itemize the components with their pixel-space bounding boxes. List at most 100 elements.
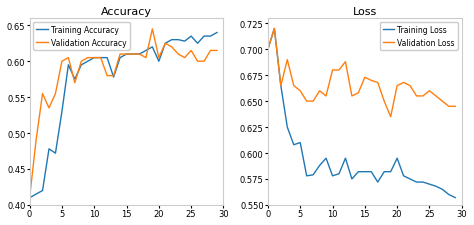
Training Loss <box>330 175 336 177</box>
Training Accuracy <box>182 40 188 43</box>
Validation Loss <box>453 106 458 108</box>
Training Accuracy <box>169 39 174 42</box>
Training Loss <box>375 181 381 184</box>
Validation Accuracy <box>91 57 97 60</box>
Training Loss <box>343 157 348 160</box>
Legend: Training Accuracy, Validation Accuracy: Training Accuracy, Validation Accuracy <box>34 23 130 51</box>
Training Loss <box>284 126 290 129</box>
Training Accuracy <box>175 39 181 42</box>
Training Loss <box>420 181 426 184</box>
Training Loss <box>439 188 445 191</box>
Validation Accuracy <box>214 50 220 53</box>
Validation Loss <box>420 95 426 98</box>
Validation Loss <box>284 59 290 62</box>
Training Loss <box>368 171 374 173</box>
Validation Loss <box>414 95 419 98</box>
Validation Accuracy <box>201 61 207 63</box>
Validation Accuracy <box>163 43 168 45</box>
Training Accuracy <box>195 43 201 45</box>
Training Loss <box>356 171 361 173</box>
Validation Loss <box>336 69 342 72</box>
Training Loss <box>427 183 432 186</box>
Validation Accuracy <box>130 53 136 56</box>
Training Accuracy <box>65 64 71 67</box>
Training Loss <box>310 174 316 176</box>
Line: Training Loss: Training Loss <box>268 29 456 198</box>
Validation Loss <box>304 100 310 103</box>
Validation Loss <box>401 82 406 84</box>
Training Loss <box>394 157 400 160</box>
Training Loss <box>265 49 271 51</box>
Training Accuracy <box>111 76 117 79</box>
Training Loss <box>291 144 297 146</box>
Training Accuracy <box>188 36 194 38</box>
Training Loss <box>388 171 393 173</box>
Training Accuracy <box>201 36 207 38</box>
Validation Loss <box>272 28 277 31</box>
Validation Accuracy <box>85 57 91 60</box>
Training Loss <box>446 193 452 196</box>
Validation Accuracy <box>98 57 103 60</box>
Training Loss <box>336 173 342 175</box>
Line: Validation Accuracy: Validation Accuracy <box>29 30 217 198</box>
Line: Training Accuracy: Training Accuracy <box>29 33 217 198</box>
Validation Loss <box>446 106 452 108</box>
Training Accuracy <box>33 193 39 196</box>
Validation Loss <box>407 85 413 88</box>
Validation Accuracy <box>188 50 194 53</box>
Title: Loss: Loss <box>353 7 377 17</box>
Training Loss <box>382 171 387 173</box>
Validation Accuracy <box>124 53 129 56</box>
Training Loss <box>297 142 303 144</box>
Validation Accuracy <box>53 93 58 95</box>
Validation Loss <box>382 100 387 103</box>
Training Accuracy <box>117 57 123 60</box>
Training Loss <box>304 175 310 177</box>
Training Loss <box>272 28 277 31</box>
Training Accuracy <box>163 43 168 45</box>
Training Loss <box>349 178 355 180</box>
Training Accuracy <box>156 61 162 63</box>
Validation Loss <box>356 92 361 95</box>
Validation Accuracy <box>79 61 84 63</box>
Validation Accuracy <box>156 57 162 60</box>
Training Loss <box>433 185 439 188</box>
Validation Loss <box>433 95 439 98</box>
Training Accuracy <box>208 36 213 38</box>
Validation Accuracy <box>40 93 46 95</box>
Training Accuracy <box>72 79 78 81</box>
Validation Accuracy <box>137 53 142 56</box>
Training Accuracy <box>53 152 58 155</box>
Validation Loss <box>427 90 432 93</box>
Validation Loss <box>388 116 393 119</box>
Training Accuracy <box>130 53 136 56</box>
Validation Loss <box>310 100 316 103</box>
Training Accuracy <box>40 189 46 192</box>
Validation Accuracy <box>149 28 155 31</box>
Validation Loss <box>362 76 368 79</box>
Training Loss <box>407 178 413 180</box>
Training Accuracy <box>124 53 129 56</box>
Training Accuracy <box>91 57 97 60</box>
Validation Accuracy <box>143 57 149 60</box>
Training Accuracy <box>85 61 91 63</box>
Training Accuracy <box>143 50 149 53</box>
Validation Loss <box>343 61 348 64</box>
Validation Accuracy <box>117 53 123 56</box>
Validation Loss <box>330 69 336 72</box>
Training Loss <box>401 175 406 177</box>
Training Accuracy <box>46 148 52 151</box>
Training Loss <box>278 85 283 88</box>
Validation Accuracy <box>175 53 181 56</box>
Training Loss <box>317 164 322 167</box>
Validation Accuracy <box>182 57 188 60</box>
Training Loss <box>323 157 329 160</box>
Line: Validation Loss: Validation Loss <box>268 29 456 117</box>
Validation Accuracy <box>59 61 65 63</box>
Validation Loss <box>394 85 400 88</box>
Validation Accuracy <box>104 75 110 78</box>
Training Accuracy <box>98 57 103 60</box>
Validation Accuracy <box>65 57 71 60</box>
Training Loss <box>414 181 419 184</box>
Validation Accuracy <box>169 46 174 49</box>
